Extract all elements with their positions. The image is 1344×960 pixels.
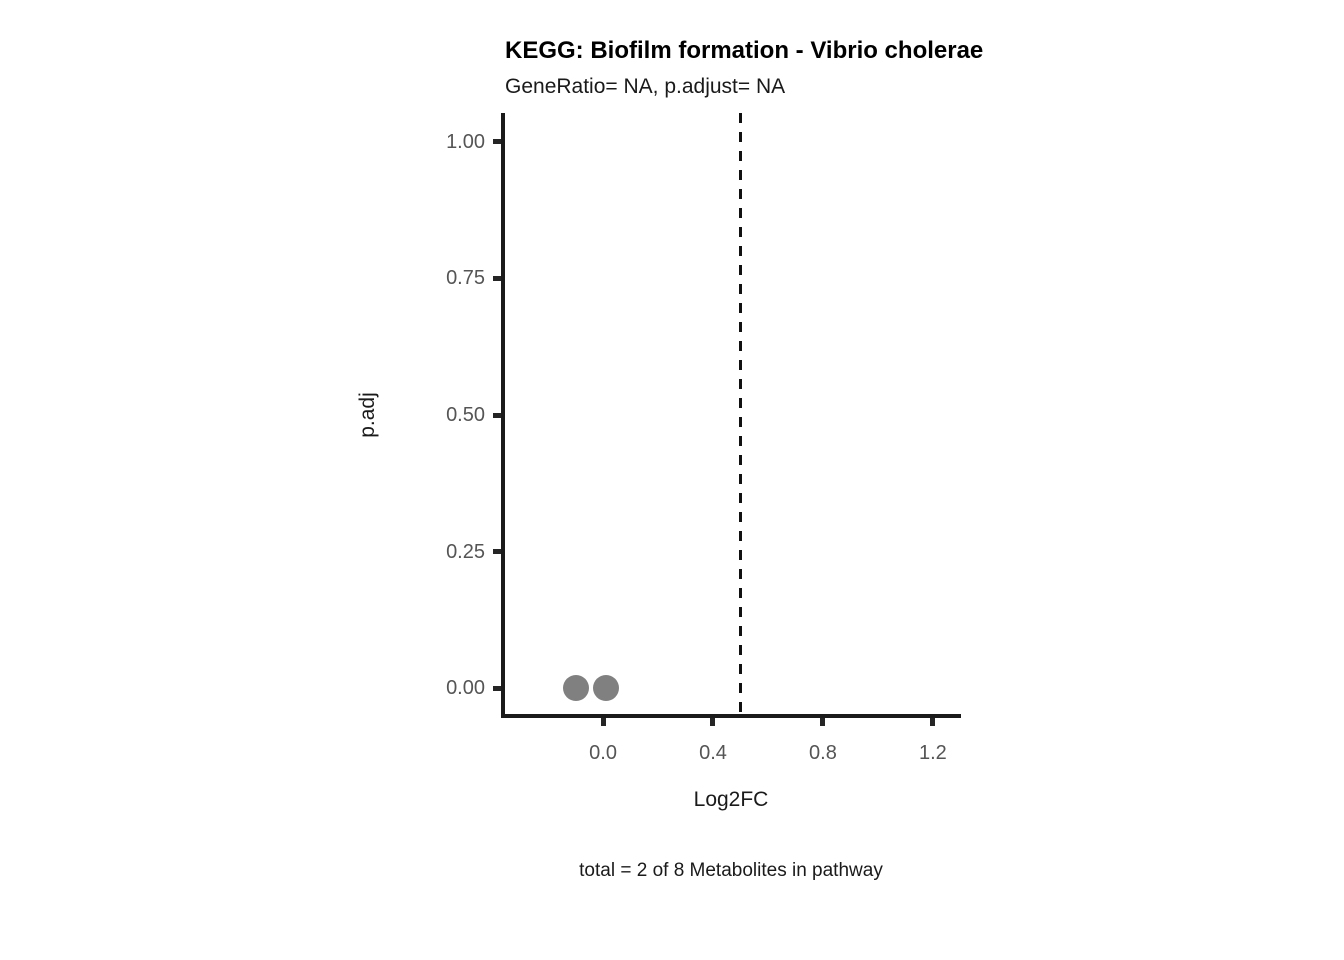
y-tick-label: 1.00 [446, 130, 485, 153]
x-tick [600, 718, 606, 726]
chart-title: KEGG: Biofilm formation - Vibrio cholera… [505, 37, 984, 64]
y-tick-label: 0.25 [446, 540, 485, 563]
y-tick [493, 549, 501, 555]
data-point [562, 675, 589, 702]
y-axis-line [501, 113, 505, 718]
chart-caption: total = 2 of 8 Metabolites in pathway [579, 860, 883, 881]
x-tick-label: 0.8 [809, 742, 837, 764]
y-tick [493, 139, 501, 145]
x-tick-label: 0.0 [589, 742, 617, 764]
x-tick [710, 718, 716, 726]
y-tick [493, 412, 501, 418]
y-tick-label: 0.00 [446, 677, 485, 700]
x-tick [930, 718, 936, 726]
data-point [592, 675, 619, 702]
y-tick [493, 275, 501, 281]
y-tick-label: 0.75 [446, 267, 485, 290]
x-axis-line [501, 714, 961, 718]
chart-subtitle: GeneRatio= NA, p.adjust= NA [505, 75, 786, 98]
x-tick-label: 0.4 [699, 742, 727, 764]
y-tick [493, 685, 501, 691]
y-axis-title: p.adj [356, 392, 379, 438]
x-axis-title: Log2FC [693, 788, 769, 811]
y-tick-label: 0.50 [446, 404, 485, 427]
threshold-vline [738, 113, 742, 716]
x-tick-label: 1.2 [918, 742, 947, 764]
x-tick [820, 718, 826, 726]
